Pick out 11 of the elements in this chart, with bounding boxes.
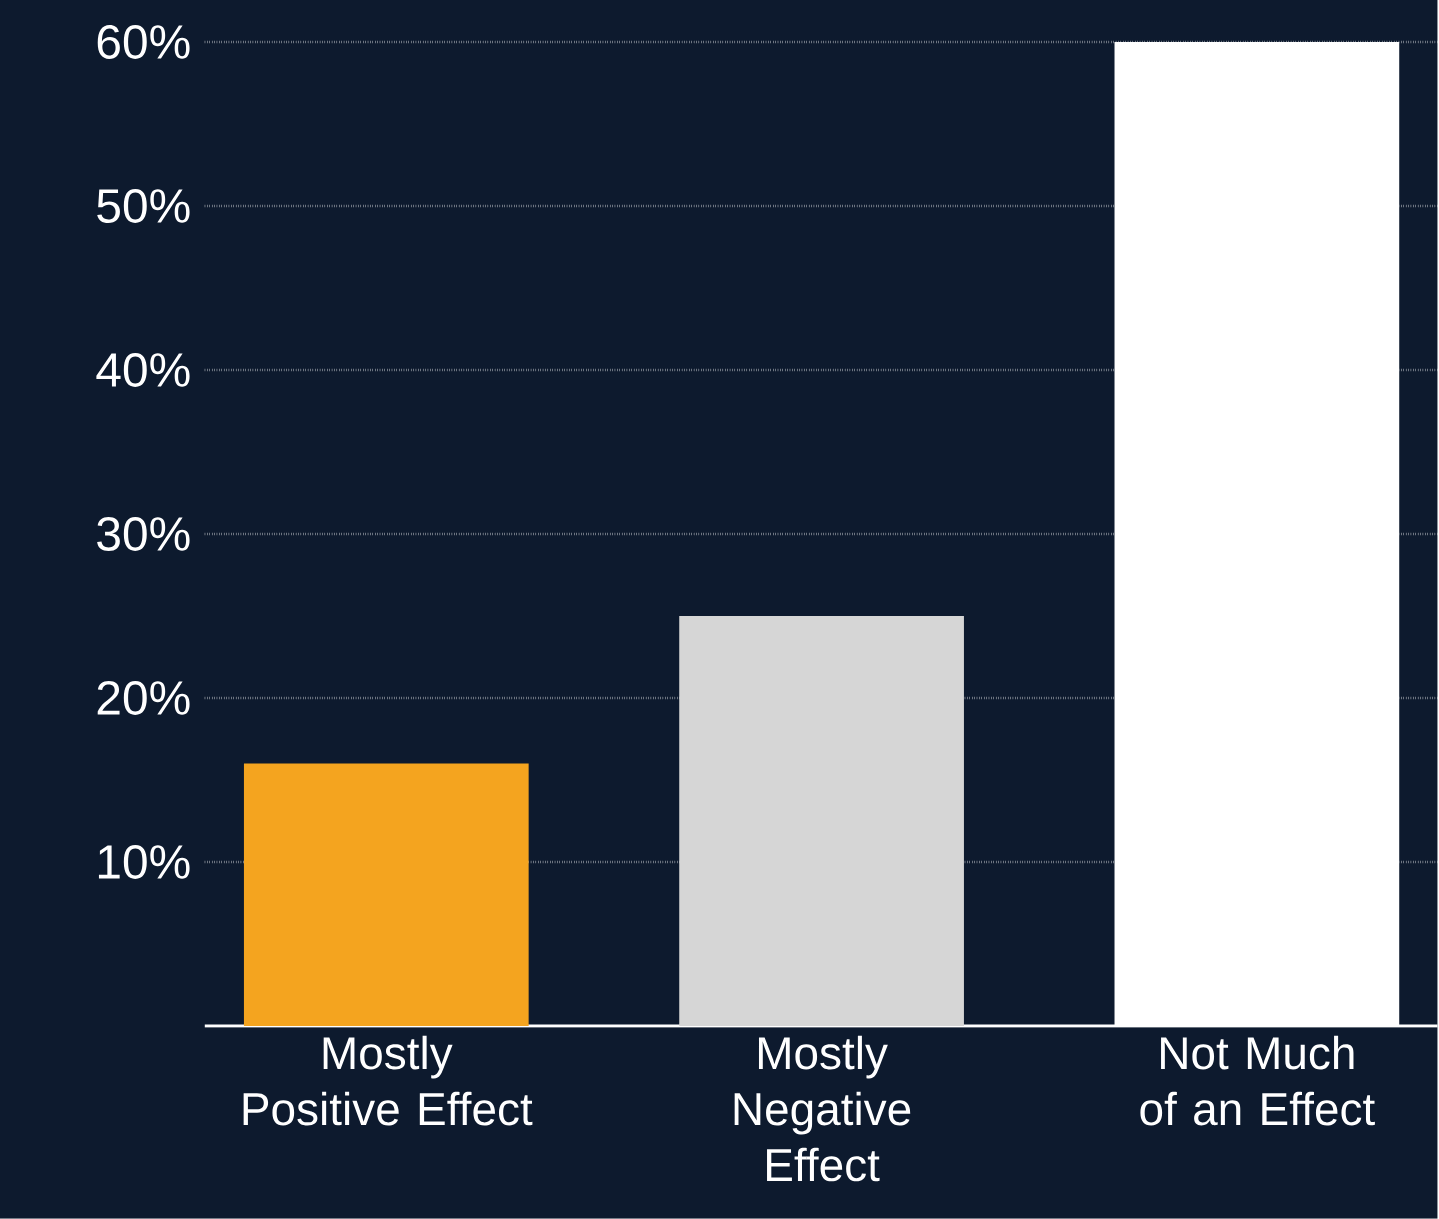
- x-tick-label: Not Much of an Effect: [1140, 1035, 1375, 1126]
- y-tick-label: 40%: [96, 353, 190, 388]
- y-tick-label: 20%: [97, 681, 190, 716]
- y-tick-label: 50%: [97, 189, 190, 224]
- y-tick-label: 30%: [97, 517, 190, 552]
- y-tick-label: 10%: [98, 845, 190, 880]
- y-tick-label: 60%: [97, 25, 190, 60]
- x-tick-label: Mostly Positive Effect: [243, 1035, 533, 1126]
- bar: [243, 763, 529, 1027]
- bar: [679, 616, 964, 1027]
- x-tick-label: Mostly Negative Effect: [734, 1035, 911, 1182]
